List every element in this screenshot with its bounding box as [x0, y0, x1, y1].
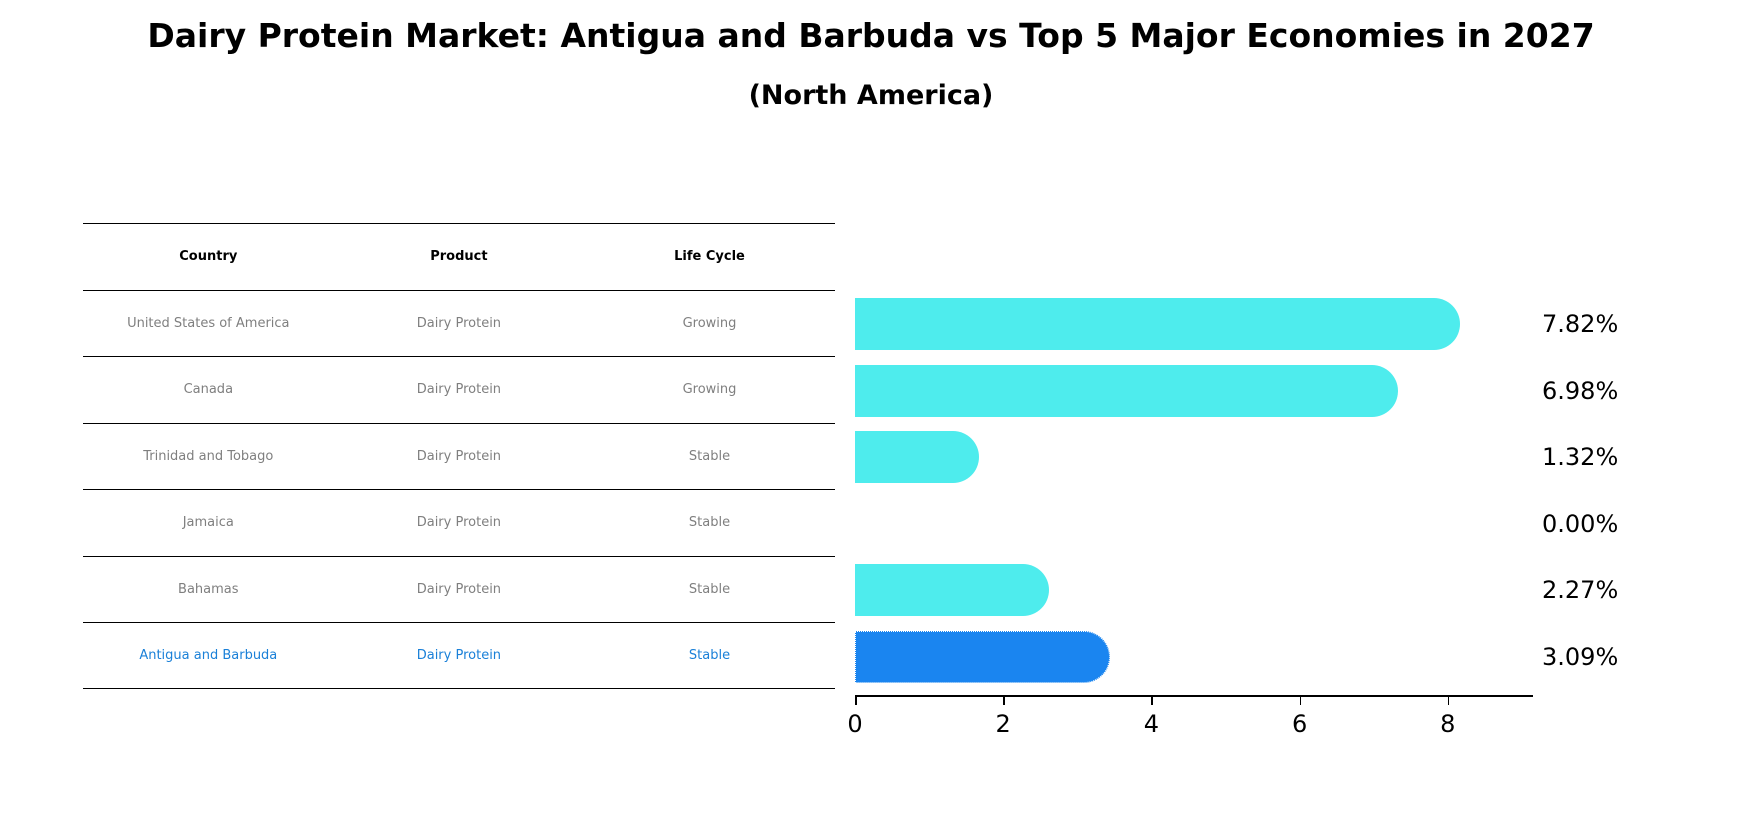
x-tick-label: 0 — [847, 710, 863, 738]
cell-product: Dairy Protein — [416, 515, 502, 531]
x-tick-label: 2 — [995, 710, 1011, 738]
x-tick — [1299, 697, 1302, 705]
cell-country: United States of America — [127, 315, 290, 331]
x-tick-label: 4 — [1143, 710, 1160, 738]
bar — [855, 298, 1461, 350]
header-country: Country — [179, 249, 238, 265]
value-label: 1.32% — [1542, 443, 1619, 471]
table-row: Bahamas Dairy Protein Stable — [83, 555, 835, 623]
header-life-cycle: Life Cycle — [674, 249, 745, 265]
value-label: 7.82% — [1542, 310, 1619, 338]
cell-life-cycle: Stable — [688, 647, 731, 663]
table-header-row: Country Product Life Cycle — [83, 223, 835, 290]
x-tick — [1003, 697, 1005, 705]
cell-life-cycle: Growing — [682, 315, 737, 331]
chart-title: Dairy Protein Market: Antigua and Barbud… — [147, 16, 1595, 55]
bar — [855, 364, 1399, 417]
cell-country: Canada — [183, 382, 234, 398]
cell-product: Dairy Protein — [416, 581, 502, 597]
cell-life-cycle: Growing — [682, 382, 737, 398]
cell-country: Trinidad and Tobago — [143, 448, 274, 464]
chart-subtitle: (North America) — [748, 80, 994, 111]
x-axis-line — [855, 695, 1533, 697]
value-label: 0.00% — [1542, 509, 1619, 538]
value-label: 3.09% — [1542, 642, 1619, 671]
cell-product: Dairy Protein — [416, 448, 502, 464]
cell-life-cycle: Stable — [688, 515, 731, 531]
bar-plot-area: 7.82% 6.98% 1.32% 0.00% 2.27% 3.09% — [855, 290, 1618, 696]
x-tick — [855, 697, 857, 705]
cell-country: Bahamas — [178, 581, 239, 597]
table-row: Jamaica Dairy Protein Stable — [83, 489, 835, 556]
table-row: Trinidad and Tobago Dairy Protein Stable — [83, 422, 835, 490]
x-tick-label: 6 — [1291, 710, 1308, 738]
cell-life-cycle: Stable — [688, 581, 731, 597]
table-row: Canada Dairy Protein Growing — [83, 356, 835, 423]
cell-product: Dairy Protein — [416, 647, 502, 663]
bar — [855, 431, 979, 483]
x-tick — [1447, 697, 1450, 705]
cell-product: Dairy Protein — [416, 382, 502, 398]
cell-life-cycle: Stable — [688, 448, 731, 464]
table-row: United States of America Dairy Protein G… — [83, 289, 835, 357]
value-label: 2.27% — [1542, 576, 1619, 604]
data-table: Country Product Life Cycle United States… — [83, 223, 835, 689]
bar — [855, 564, 1050, 616]
value-label: 6.98% — [1542, 376, 1619, 405]
table-row-highlighted: Antigua and Barbuda Dairy Protein Stable — [83, 622, 835, 689]
cell-product: Dairy Protein — [416, 315, 502, 331]
bar-highlighted — [855, 630, 1110, 683]
cell-country: Jamaica — [182, 515, 234, 531]
x-tick — [1151, 697, 1153, 705]
x-tick-label: 8 — [1440, 710, 1456, 738]
cell-country: Antigua and Barbuda — [139, 647, 278, 663]
header-product: Product — [430, 249, 488, 265]
